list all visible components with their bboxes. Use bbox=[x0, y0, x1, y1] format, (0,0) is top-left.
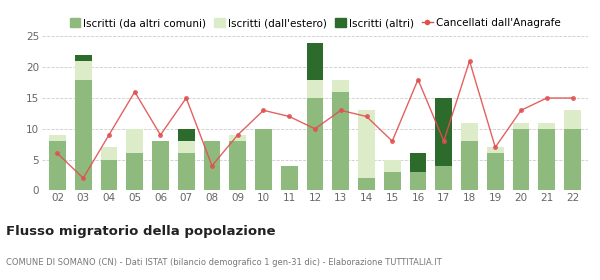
Bar bbox=[229, 135, 246, 141]
Bar bbox=[75, 55, 92, 61]
Bar bbox=[229, 141, 246, 190]
Bar bbox=[307, 98, 323, 190]
Legend: Iscritti (da altri comuni), Iscritti (dall'estero), Iscritti (altri), Cancellati: Iscritti (da altri comuni), Iscritti (da… bbox=[70, 18, 560, 28]
Text: COMUNE DI SOMANO (CN) - Dati ISTAT (bilancio demografico 1 gen-31 dic) - Elabora: COMUNE DI SOMANO (CN) - Dati ISTAT (bila… bbox=[6, 258, 442, 267]
Bar bbox=[178, 141, 194, 153]
Bar bbox=[538, 123, 555, 129]
Bar bbox=[436, 166, 452, 190]
Bar bbox=[461, 123, 478, 141]
Bar bbox=[564, 129, 581, 190]
Bar bbox=[538, 129, 555, 190]
Bar bbox=[332, 92, 349, 190]
Bar bbox=[487, 147, 503, 153]
Bar bbox=[178, 153, 194, 190]
Bar bbox=[101, 147, 118, 160]
Bar bbox=[49, 135, 66, 141]
Bar bbox=[564, 110, 581, 129]
Bar bbox=[127, 129, 143, 153]
Bar bbox=[512, 123, 529, 129]
Bar bbox=[127, 153, 143, 190]
Bar bbox=[255, 129, 272, 190]
Bar bbox=[49, 141, 66, 190]
Bar bbox=[75, 61, 92, 80]
Bar bbox=[512, 129, 529, 190]
Bar bbox=[461, 141, 478, 190]
Bar bbox=[358, 110, 375, 178]
Text: Flusso migratorio della popolazione: Flusso migratorio della popolazione bbox=[6, 225, 275, 238]
Bar bbox=[384, 172, 401, 190]
Bar bbox=[307, 43, 323, 80]
Bar bbox=[101, 160, 118, 190]
Bar bbox=[152, 141, 169, 190]
Bar bbox=[487, 153, 503, 190]
Bar bbox=[410, 172, 427, 190]
Bar bbox=[203, 141, 220, 190]
Bar bbox=[410, 153, 427, 172]
Bar bbox=[332, 80, 349, 92]
Bar bbox=[436, 98, 452, 166]
Bar bbox=[307, 80, 323, 98]
Bar bbox=[384, 160, 401, 172]
Bar bbox=[178, 129, 194, 141]
Bar bbox=[281, 166, 298, 190]
Bar bbox=[358, 178, 375, 190]
Bar bbox=[75, 80, 92, 190]
